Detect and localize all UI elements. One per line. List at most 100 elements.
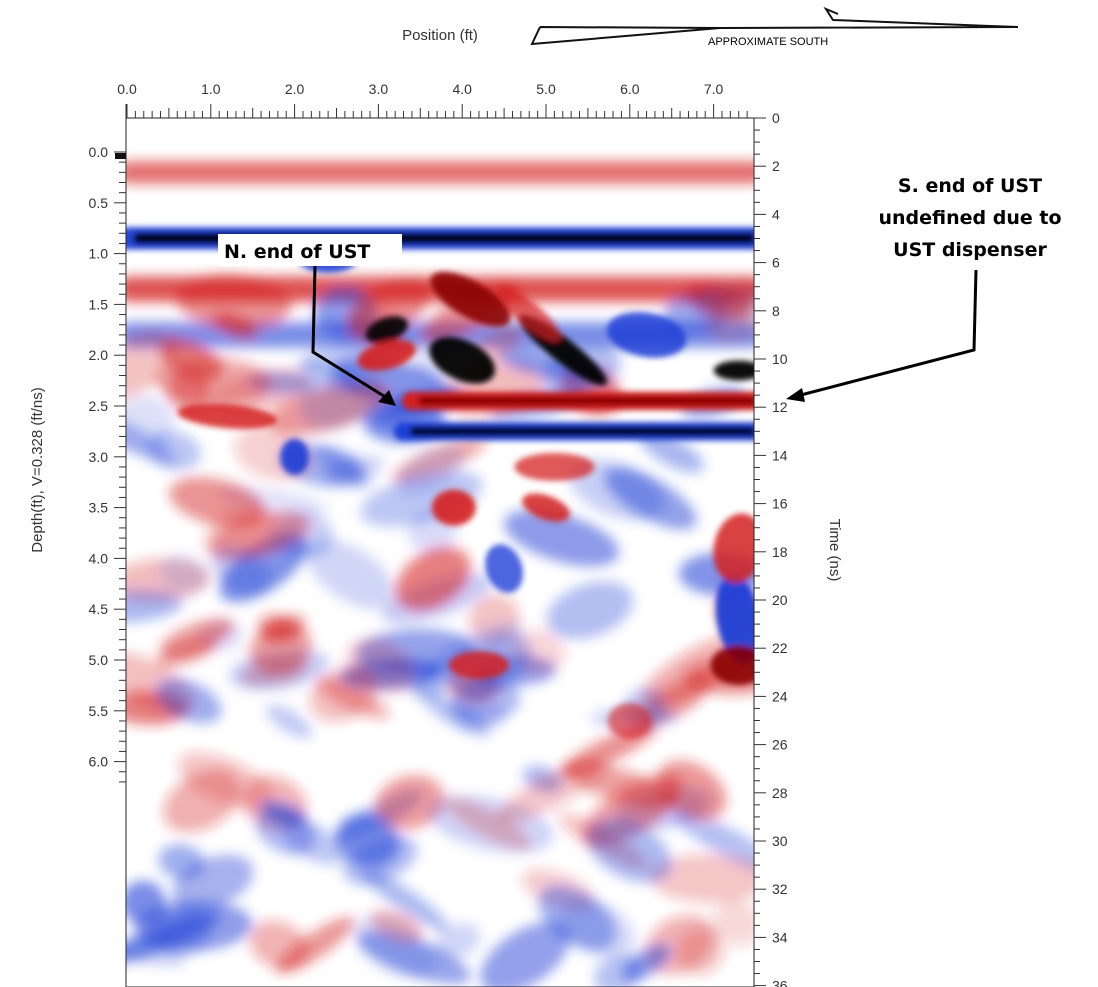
noise-blob — [323, 455, 384, 486]
x-tick-label: 4.0 — [452, 81, 472, 97]
noise-blob — [705, 278, 754, 343]
noise-blob — [674, 811, 754, 876]
noise-blob — [657, 760, 727, 821]
noise-blob — [622, 944, 671, 982]
noise-blob — [361, 869, 450, 932]
north-end-arrowhead — [378, 390, 396, 406]
y-tick-label: 0.0 — [89, 144, 109, 160]
y-tick-label: 5.0 — [89, 652, 109, 668]
time-tick-label: 24 — [772, 688, 788, 704]
time-tick-label: 14 — [772, 447, 788, 463]
noise-blob — [259, 800, 307, 826]
ust-reflection-feature — [606, 312, 687, 358]
ust-reflection-feature — [177, 403, 278, 429]
noise-blob — [307, 539, 395, 610]
noise-blob — [134, 901, 253, 952]
y2-axis-title: Time (ns) — [826, 519, 843, 582]
depth-zero-marker — [115, 153, 126, 159]
south-end-line-2: undefined due to — [878, 207, 1061, 229]
y-tick-label: 6.0 — [89, 754, 109, 770]
ust-reflection-feature — [431, 489, 476, 526]
noise-blob — [639, 431, 704, 473]
noise-blob — [147, 431, 201, 471]
y-axis-title: Depth(ft), V=0.328 (ft/ns) — [29, 387, 46, 553]
noise-blob — [266, 704, 313, 738]
noise-blob — [126, 939, 186, 966]
noise-blob — [175, 273, 292, 331]
time-tick-label: 26 — [772, 737, 788, 753]
x-tick-label: 3.0 — [369, 81, 389, 97]
ust-reflection-feature — [429, 336, 496, 384]
ust-reflection-feature — [448, 651, 509, 680]
ust-reflection-feature — [485, 544, 524, 593]
ust-reflection-feature — [280, 438, 309, 475]
ust-reflection-feature — [715, 574, 754, 664]
y-tick-label: 3.0 — [89, 449, 109, 465]
y-tick-label: 1.5 — [89, 296, 109, 312]
noise-blob — [257, 614, 299, 642]
noise-blob — [604, 467, 697, 530]
noise-blob — [169, 477, 265, 527]
noise-blob — [455, 700, 507, 731]
time-tick-label: 16 — [772, 496, 788, 512]
time-tick-label: 34 — [772, 929, 788, 945]
time-tick-label: 30 — [772, 833, 788, 849]
radargram-heatmap — [126, 161, 754, 987]
noise-blob — [345, 637, 415, 694]
y-tick-label: 5.5 — [89, 703, 109, 719]
noise-blob — [375, 774, 445, 830]
noise-blob — [496, 759, 607, 824]
noise-blob — [156, 639, 216, 667]
reflector-core — [409, 426, 754, 436]
noise-blob — [126, 880, 166, 925]
noise-blob — [480, 922, 570, 987]
south-end-line-1: S. end of UST — [898, 175, 1042, 197]
noise-blob — [395, 547, 471, 611]
ust-reflection-feature — [713, 360, 754, 381]
ust-reflection-feature — [357, 339, 416, 371]
time-tick-label: 20 — [772, 592, 788, 608]
ust-reflection-feature — [514, 452, 595, 481]
x-tick-label: 2.0 — [285, 81, 305, 97]
noise-blob — [163, 769, 242, 833]
noise-blob — [353, 915, 437, 980]
ust-reflection-feature — [430, 271, 511, 327]
direction-label: APPROXIMATE SOUTH — [708, 36, 828, 48]
noise-blob — [347, 276, 432, 340]
time-tick-label: 2 — [772, 158, 780, 174]
time-tick-label: 28 — [772, 785, 788, 801]
x-tick-label: 7.0 — [704, 81, 724, 97]
time-tick-label: 8 — [772, 303, 780, 319]
noise-blob — [546, 581, 634, 640]
ust-reflection-feature — [713, 513, 754, 583]
noise-blob — [249, 920, 309, 970]
noise-blob — [649, 853, 754, 903]
direction-arrow: APPROXIMATE SOUTH — [530, 6, 1019, 48]
plot-frame — [125, 117, 755, 987]
ust-reflection-feature — [522, 493, 570, 522]
time-tick-label: 36 — [772, 978, 788, 987]
time-tick-label: 12 — [772, 399, 788, 415]
noise-blob — [281, 819, 346, 865]
ust-reflection-feature — [607, 702, 652, 739]
noise-blob — [126, 590, 183, 623]
noise-blob — [172, 854, 254, 911]
noise-blob — [335, 812, 400, 867]
noise-blob — [159, 555, 208, 594]
time-tick-label: 32 — [772, 881, 788, 897]
south-end-line-3: UST dispenser — [893, 239, 1047, 261]
x-tick-label: 0.0 — [117, 81, 137, 97]
reflector-band — [126, 161, 754, 184]
noise-blob — [126, 330, 178, 400]
ust-reflection-feature — [365, 316, 408, 344]
noise-blob — [587, 818, 672, 883]
north-end-label: N. end of UST — [224, 241, 370, 263]
south-end-leader-line — [796, 269, 978, 398]
x-axis-title: Position (ft) — [402, 27, 478, 44]
y-tick-label: 0.5 — [89, 195, 109, 211]
x-tick-label: 6.0 — [620, 81, 640, 97]
y-tick-label: 1.0 — [89, 246, 109, 262]
time-tick-label: 6 — [772, 255, 780, 271]
